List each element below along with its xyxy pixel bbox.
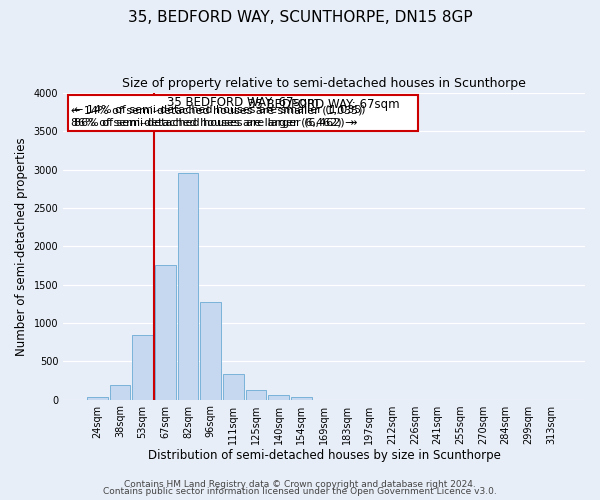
- Bar: [132, 335, 153, 400]
- Bar: [110, 385, 130, 400]
- FancyBboxPatch shape: [68, 95, 418, 132]
- Bar: [178, 173, 199, 400]
- Bar: [245, 390, 266, 400]
- Bar: [87, 398, 108, 400]
- Title: Size of property relative to semi-detached houses in Scunthorpe: Size of property relative to semi-detach…: [122, 78, 526, 90]
- Bar: [200, 302, 221, 400]
- Text: ← 14% of semi-detached houses are smaller (1,035)
86% of semi-detached houses ar: ← 14% of semi-detached houses are smalle…: [71, 106, 362, 128]
- Bar: [155, 264, 176, 400]
- Bar: [291, 398, 312, 400]
- Text: ← 14% of semi-detached houses are smaller (1,035)
86% of semi-detached houses ar: ← 14% of semi-detached houses are smalle…: [74, 104, 365, 128]
- Text: 35 BEDFORD WAY: 67sqm: 35 BEDFORD WAY: 67sqm: [167, 96, 319, 109]
- Text: 35 BEDFORD WAY: 67sqm: 35 BEDFORD WAY: 67sqm: [248, 98, 400, 110]
- Bar: [223, 374, 244, 400]
- Bar: [268, 394, 289, 400]
- Y-axis label: Number of semi-detached properties: Number of semi-detached properties: [15, 137, 28, 356]
- Text: 35, BEDFORD WAY, SCUNTHORPE, DN15 8GP: 35, BEDFORD WAY, SCUNTHORPE, DN15 8GP: [128, 10, 472, 25]
- X-axis label: Distribution of semi-detached houses by size in Scunthorpe: Distribution of semi-detached houses by …: [148, 450, 500, 462]
- Text: Contains public sector information licensed under the Open Government Licence v3: Contains public sector information licen…: [103, 487, 497, 496]
- Text: Contains HM Land Registry data © Crown copyright and database right 2024.: Contains HM Land Registry data © Crown c…: [124, 480, 476, 489]
